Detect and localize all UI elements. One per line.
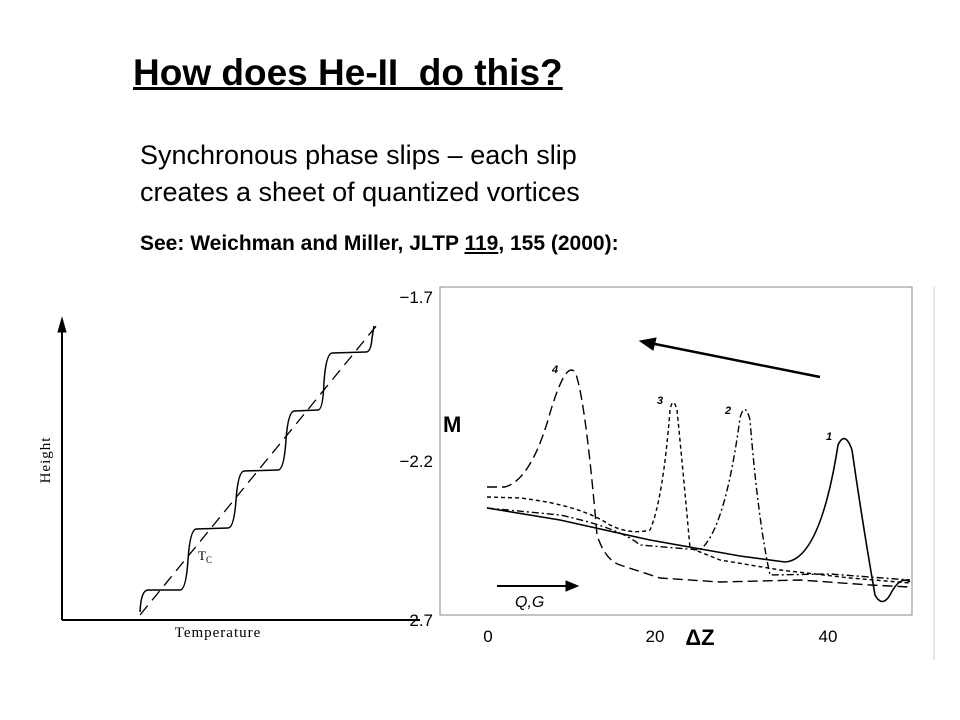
- body-line: Synchronous phase slips – each slip: [140, 140, 577, 170]
- curve-2: [486, 408, 911, 581]
- dashed-line: [139, 324, 378, 616]
- arrow-label: Q,G: [515, 594, 544, 611]
- x-label: ΔZ: [685, 625, 714, 650]
- curve-label: 2: [724, 405, 731, 417]
- x-tick-label: 20: [646, 627, 665, 646]
- staircase: [139, 325, 375, 613]
- y-label: M: [443, 412, 461, 437]
- title: How does He-II do this?: [133, 52, 563, 93]
- curve-label: 1: [826, 431, 832, 443]
- marker-main: T: [198, 548, 206, 563]
- reference-text: , 155 (2000):: [498, 232, 619, 255]
- curve-3: [486, 401, 911, 584]
- arrow: [644, 340, 821, 379]
- y-tick-label: −2.2: [399, 452, 433, 471]
- curve-label: 3: [657, 395, 663, 407]
- x-tick-label: 0: [483, 627, 492, 646]
- left-figure: Height Temperature TC: [38, 316, 420, 641]
- x-tick-label: 40: [819, 627, 838, 646]
- reference-text: See: Weichman and Miller, JLTP: [140, 232, 465, 255]
- body-line: creates a sheet of quantized vortices: [140, 177, 580, 207]
- reference: See: Weichman and Miller, JLTP 119, 155 …: [140, 232, 619, 256]
- reference-volume: 119: [464, 232, 499, 255]
- marker: TC: [198, 548, 212, 565]
- y-tick-label: −1.7: [399, 288, 433, 307]
- curve-4: [487, 369, 911, 588]
- right-figure: −1.7 −2.2 −2.7 0 20 40 M ΔZ 4 3 2 1 Q,G: [399, 286, 935, 660]
- curve-1: [486, 437, 911, 603]
- curve-label: 4: [551, 364, 558, 376]
- arrow-head: [57, 316, 67, 333]
- arrow-head: [565, 580, 580, 592]
- y-label: Height: [38, 437, 54, 484]
- arrow-head: [638, 337, 657, 351]
- plot-frame: [439, 286, 913, 616]
- y-tick-label: −2.7: [399, 611, 433, 630]
- x-label: Temperature: [175, 625, 262, 641]
- marker-sub: C: [206, 555, 212, 565]
